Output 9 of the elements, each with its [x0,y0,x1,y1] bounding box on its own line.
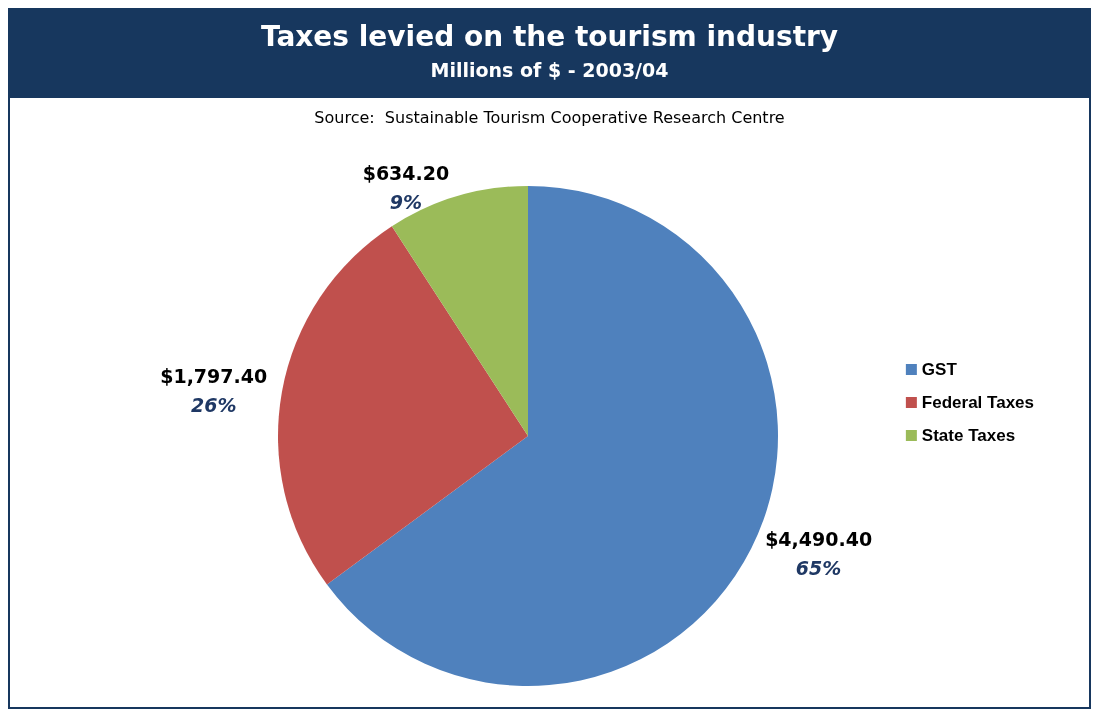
legend-label: Federal Taxes [921,393,1035,412]
source-note: Source: Sustainable Tourism Cooperative Research Centre [314,107,785,127]
legend-label: GST [921,360,958,379]
data-label: $1,797.40 26% [160,364,268,416]
data-label: $634.20 9% [362,161,450,213]
chart-subtitle: Millions of $ - 2003/04 [429,58,670,83]
legend-label: State Taxes [921,426,1016,445]
chart-title: Taxes levied on the tourism industry [259,19,840,55]
data-label: $4,490.40 65% [765,528,873,580]
